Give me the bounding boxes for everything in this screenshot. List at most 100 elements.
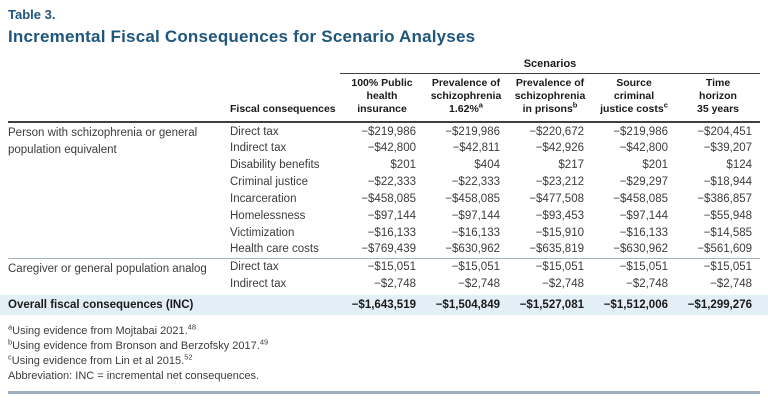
value-cell: −$14,585: [703, 226, 753, 239]
value-cell: −$219,986: [361, 126, 416, 138]
row-label: Homelessness: [230, 209, 306, 222]
value-cell: −$458,085: [613, 192, 668, 205]
footnote-text: Abbreviation: INC = incremental net cons…: [8, 370, 260, 382]
col-header-time-horizon: Time horizon 35 years: [676, 73, 761, 123]
scenarios-header-row: Scenarios: [8, 58, 761, 74]
value-cell: −$42,811: [452, 141, 500, 154]
overall-value-cell: −$1,527,081: [519, 299, 584, 311]
value-cell: −$15,910: [535, 226, 584, 239]
spacer-cell: [8, 58, 340, 74]
value-cell: −$386,857: [697, 192, 753, 205]
value-cell: −$16,133: [367, 226, 416, 239]
table-row: Criminal justice −$22,333 −$22,333 −$23,…: [8, 173, 760, 190]
value-cell: −$630,962: [445, 243, 500, 256]
col-header-text: Prevalence of schizophrenia in prisons: [514, 77, 586, 115]
overall-value-cell: −$1,504,849: [435, 299, 500, 311]
table-row: Health care costs −$769,439 −$630,962 −$…: [8, 241, 760, 258]
col-header-text: Time horizon 35 years: [696, 77, 740, 115]
value-cell: $201: [390, 158, 416, 171]
scenarios-group-header: Scenarios: [340, 58, 761, 74]
footnote-marker: a: [478, 100, 483, 110]
footnote-text: Using evidence from Mojtabai 2021.: [12, 325, 188, 337]
table-row: Indirect tax −$2,748 −$2,748 −$2,748 −$2…: [8, 275, 760, 292]
bottom-divider: [8, 391, 760, 394]
overall-value-cell: −$1,643,519: [351, 299, 416, 311]
value-cell: −$97,144: [451, 209, 500, 222]
value-cell: −$39,207: [703, 141, 753, 154]
value-cell: −$2,748: [710, 277, 753, 290]
value-cell: −$458,085: [445, 192, 500, 205]
value-cell: −$15,051: [424, 257, 508, 275]
col-header-public-insurance: 100% Public health insurance: [340, 73, 424, 123]
value-cell: −$23,212: [535, 175, 584, 188]
value-cell: −$15,051: [508, 257, 592, 275]
row-label: Direct tax: [230, 126, 279, 138]
col-header-text: Source criminal justice costs: [600, 77, 664, 115]
row-label: Criminal justice: [230, 175, 308, 188]
value-cell: −$16,133: [451, 226, 500, 239]
value-cell: −$204,451: [697, 126, 753, 138]
value-cell: −$22,333: [451, 175, 500, 188]
col-header-fiscal-consequences: Fiscal consequences: [230, 73, 340, 123]
overall-row-label: Overall fiscal consequences (INC): [8, 299, 194, 311]
fiscal-consequences-table: Scenarios Fiscal consequences 100% Publi…: [8, 58, 761, 292]
value-cell: $124: [726, 158, 753, 171]
footnote-a: aUsing evidence from Mojtabai 2021.48: [8, 322, 760, 339]
value-cell: −$458,085: [361, 192, 416, 205]
value-cell: $217: [558, 158, 584, 171]
row-label: Direct tax: [230, 257, 340, 275]
value-cell: −$2,748: [626, 277, 668, 290]
col-header-text: 100% Public health insurance: [351, 77, 413, 115]
value-cell: −$2,748: [374, 277, 416, 290]
category-caregiver: Caregiver or general population analog: [8, 257, 230, 292]
value-cell: −$42,926: [535, 141, 584, 154]
footnote-marker: c: [8, 352, 12, 362]
col-header-prevalence-prisons: Prevalence of schizophrenia in prisonsb: [508, 73, 592, 123]
value-cell: −$42,800: [367, 141, 416, 154]
value-cell: −$15,051: [592, 257, 676, 275]
value-cell: −$635,819: [529, 243, 584, 256]
value-cell: −$15,051: [340, 257, 424, 275]
value-cell: −$477,508: [529, 192, 584, 205]
value-cell: −$93,453: [535, 209, 584, 222]
col-header-text: Prevalence of schizophrenia 1.62%: [430, 77, 502, 115]
citation-number: 52: [184, 352, 193, 362]
row-label: Incarceration: [230, 192, 297, 205]
citation-number: 49: [259, 337, 269, 347]
row-label: Victimization: [230, 226, 295, 239]
value-cell: −$97,144: [619, 209, 668, 222]
value-cell: −$55,948: [703, 209, 753, 222]
footnote-marker: b: [8, 337, 13, 347]
value-cell: −$2,748: [458, 277, 500, 290]
footnote-b: bUsing evidence from Bronson and Berzofs…: [8, 337, 760, 354]
row-label: Health care costs: [230, 243, 319, 256]
value-cell: −$769,439: [361, 243, 416, 256]
value-cell: −$29,297: [619, 175, 668, 188]
value-cell: −$630,962: [613, 243, 668, 256]
overall-value-cell: −$1,512,006: [603, 299, 668, 311]
value-cell: −$219,986: [613, 126, 668, 138]
value-cell: −$15,051: [676, 257, 761, 275]
value-cell: −$97,144: [367, 209, 416, 222]
table-row: Homelessness −$97,144 −$97,144 −$93,453 …: [8, 207, 760, 224]
table-number-label: Table 3.: [8, 7, 56, 22]
footnote-marker: a: [8, 322, 13, 332]
footnote-marker: b: [572, 100, 578, 110]
value-cell: −$42,800: [619, 141, 668, 154]
row-label: Indirect tax: [230, 141, 287, 154]
col-header-prevalence-162: Prevalence of schizophrenia 1.62%a: [424, 73, 508, 123]
column-header-row: Fiscal consequences 100% Public health i…: [8, 73, 761, 123]
title-block: Table 3. Incremental Fiscal Consequences…: [8, 7, 768, 47]
value-cell: −$22,333: [367, 175, 416, 188]
overall-fiscal-consequences-row: Overall fiscal consequences (INC) −$1,64…: [0, 295, 768, 315]
table-row: Person with schizophrenia or general pop…: [8, 122, 760, 156]
table-title: Incremental Fiscal Consequences for Scen…: [8, 27, 476, 46]
abbreviation-note: Abbreviation: INC = incremental net cons…: [8, 369, 760, 384]
value-cell: −$18,944: [703, 175, 753, 188]
value-cell: $201: [642, 158, 668, 171]
table-row: Caregiver or general population analog D…: [8, 257, 761, 292]
footnotes: aUsing evidence from Mojtabai 2021.48 bU…: [8, 322, 760, 384]
row-label: Indirect tax: [230, 277, 287, 290]
table-row: Incarceration −$458,085 −$458,085 −$477,…: [8, 190, 760, 207]
